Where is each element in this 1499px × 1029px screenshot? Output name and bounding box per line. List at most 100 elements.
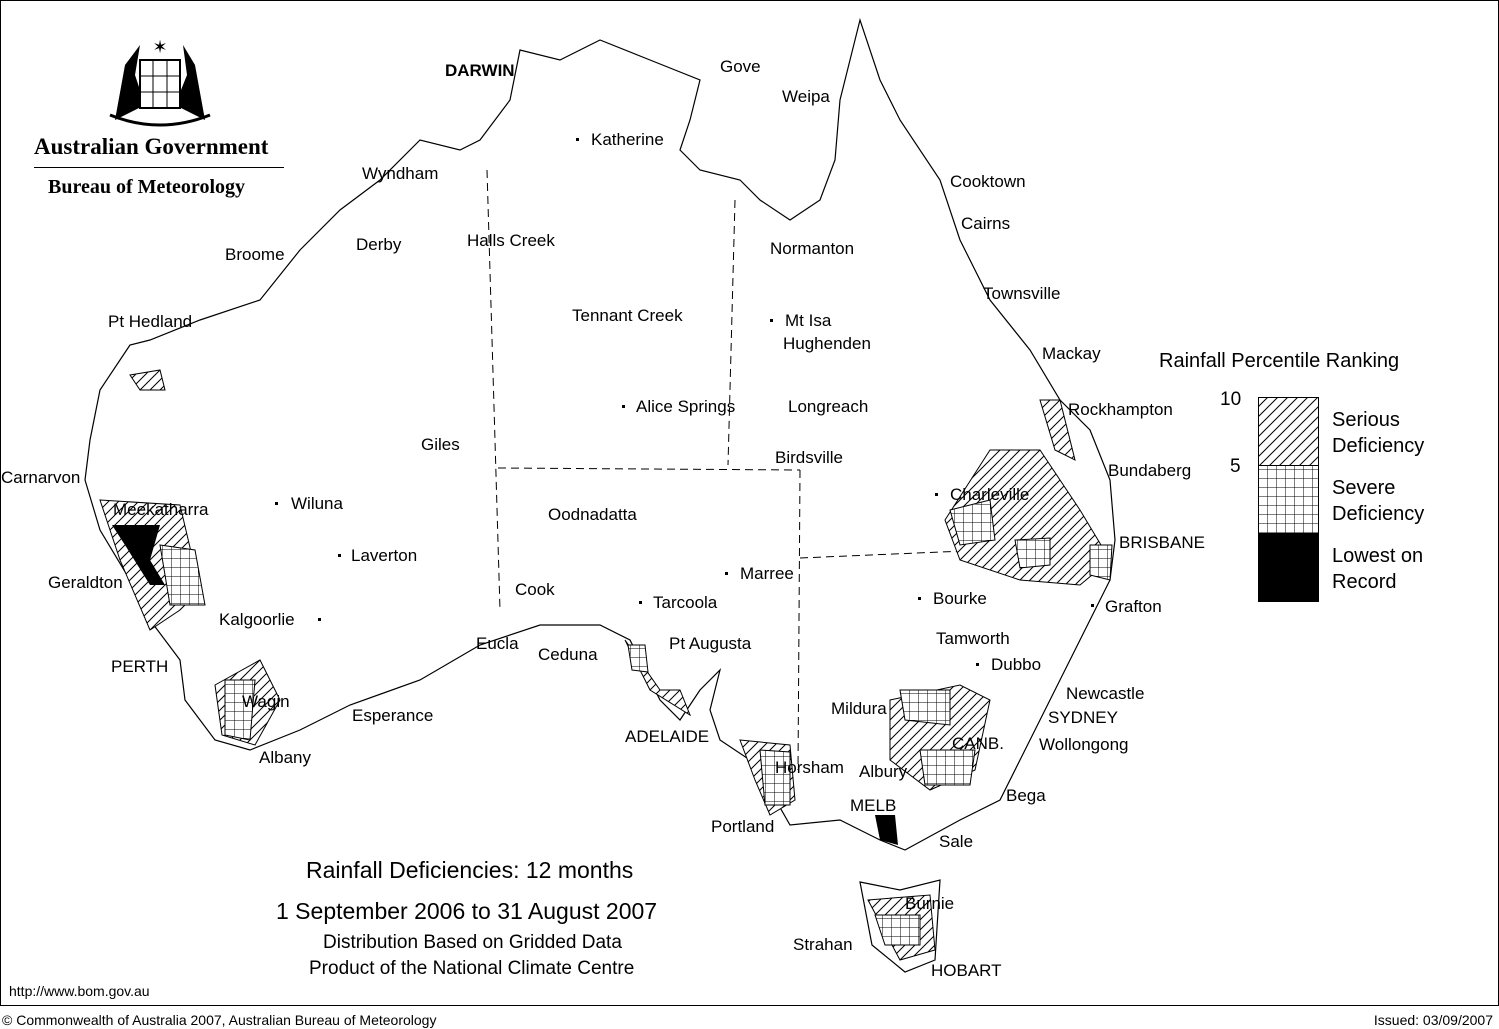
place-label: Albury	[859, 762, 908, 781]
place-label: Cooktown	[950, 172, 1026, 191]
issued-date: Issued: 03/09/2007	[1373, 1012, 1493, 1028]
place-label: Cairns	[961, 214, 1011, 233]
place-label: Portland	[711, 817, 775, 836]
place-label: Tamworth	[936, 629, 1010, 648]
place-label: BRISBANE	[1119, 533, 1205, 552]
place-label: ADELAIDE	[625, 727, 710, 746]
place-label: Charleville	[950, 485, 1030, 504]
place-label: Normanton	[770, 239, 855, 258]
place-label: Bourke	[933, 589, 987, 608]
lowest-on-record-areas	[112, 525, 898, 845]
place-label: Longreach	[788, 397, 869, 416]
place-label: Kalgoorlie	[219, 610, 295, 629]
place-label: Pt Hedland	[108, 312, 193, 331]
place-label: Wagin	[242, 692, 290, 711]
legend-swatch-serious	[1258, 397, 1319, 466]
place-label: Gove	[720, 57, 761, 76]
legend-tick-mid: 5	[1230, 456, 1241, 477]
place-dot	[1091, 604, 1094, 607]
place-label: Wiluna	[291, 494, 343, 513]
website-link[interactable]: http://www.bom.gov.au	[9, 983, 150, 999]
place-label: Wyndham	[362, 164, 439, 183]
place-dot	[935, 493, 938, 496]
place-label: Geraldton	[48, 573, 123, 592]
place-label: Bega	[1006, 786, 1046, 805]
place-label: Esperance	[352, 706, 434, 725]
logo-agency-name: Bureau of Meteorology	[48, 176, 246, 198]
place-dot	[275, 502, 278, 505]
place-label: Sale	[939, 832, 974, 851]
place-label: MELB	[850, 796, 897, 815]
place-label: Bundaberg	[1108, 461, 1192, 480]
copyright: © Commonwealth of Australia 2007, Austra…	[2, 1012, 437, 1028]
map-title: Rainfall Deficiencies: 12 months	[306, 857, 634, 883]
place-dot	[976, 663, 979, 666]
place-dot	[918, 597, 921, 600]
place-label: Katherine	[591, 130, 664, 149]
place-label: Burnie	[905, 894, 955, 913]
place-label: Grafton	[1105, 597, 1162, 616]
place-label: Ceduna	[538, 645, 598, 664]
legend-label-serious: Serious Deficiency	[1332, 409, 1425, 457]
place-label: Alice Springs	[636, 397, 736, 416]
place-label: Horsham	[775, 758, 844, 777]
place-label: Birdsville	[775, 448, 844, 467]
place-label: Derby	[356, 235, 402, 254]
place-label: Marree	[740, 564, 794, 583]
legend-title: Rainfall Percentile Ranking	[1159, 350, 1400, 372]
place-label: CANB.	[952, 734, 1004, 753]
legend-swatches	[1258, 397, 1319, 602]
place-label: Mildura	[831, 699, 887, 718]
place-label: Weipa	[782, 87, 830, 106]
legend-tick-top: 10	[1220, 389, 1242, 410]
place-label: Oodnadatta	[548, 505, 637, 524]
map-note-gridded: Distribution Based on Gridded Data	[323, 932, 622, 953]
place-label: Townsville	[983, 284, 1061, 303]
place-label: Hughenden	[783, 334, 871, 353]
place-label: HOBART	[931, 961, 1002, 980]
place-label: PERTH	[111, 657, 169, 676]
place-label: DARWIN	[445, 61, 515, 80]
place-label: Albany	[259, 748, 311, 767]
mainland-outline	[84, 17, 1116, 851]
place-label: Broome	[225, 245, 285, 264]
place-label: Dubbo	[991, 655, 1042, 674]
map-note-product: Product of the National Climate Centre	[309, 958, 635, 979]
place-label: Cook	[515, 580, 555, 599]
logo-divider	[34, 167, 284, 168]
legend-swatch-lowest	[1258, 533, 1319, 602]
place-dot	[576, 138, 579, 141]
place-label: Halls Creek	[467, 231, 555, 250]
severe-deficiency-areas	[159, 499, 1113, 946]
place-dot	[770, 319, 773, 322]
place-dot	[338, 554, 341, 557]
place-label: Wollongong	[1039, 735, 1129, 754]
place-label: Giles	[421, 435, 460, 454]
place-label: Laverton	[351, 546, 418, 565]
place-dot	[622, 405, 625, 408]
place-label: Carnarvon	[1, 468, 81, 487]
place-label: Mackay	[1042, 344, 1101, 363]
place-label: Meekatharra	[113, 500, 209, 519]
place-label: Tarcoola	[653, 593, 718, 612]
svg-text:✶: ✶	[152, 37, 167, 57]
place-label: Pt Augusta	[669, 634, 752, 653]
place-label: Newcastle	[1066, 684, 1145, 703]
place-dot	[725, 572, 728, 575]
place-dot	[639, 601, 642, 604]
place-dot	[318, 618, 321, 621]
place-label: Eucla	[476, 634, 519, 653]
place-label: SYDNEY	[1048, 708, 1118, 727]
place-label: Mt Isa	[785, 311, 832, 330]
coat-of-arms-icon: ✶	[109, 37, 211, 127]
legend-label-severe: Severe Deficiency	[1332, 477, 1425, 525]
place-label: Strahan	[793, 935, 853, 954]
map-period: 1 September 2006 to 31 August 2007	[276, 898, 658, 924]
place-label: Tennant Creek	[572, 306, 683, 325]
legend-swatch-severe	[1258, 465, 1319, 534]
logo-org-name: Australian Government	[34, 134, 269, 159]
legend-label-lowest: Lowest on Record	[1332, 545, 1424, 593]
place-label: Rockhampton	[1068, 400, 1173, 419]
